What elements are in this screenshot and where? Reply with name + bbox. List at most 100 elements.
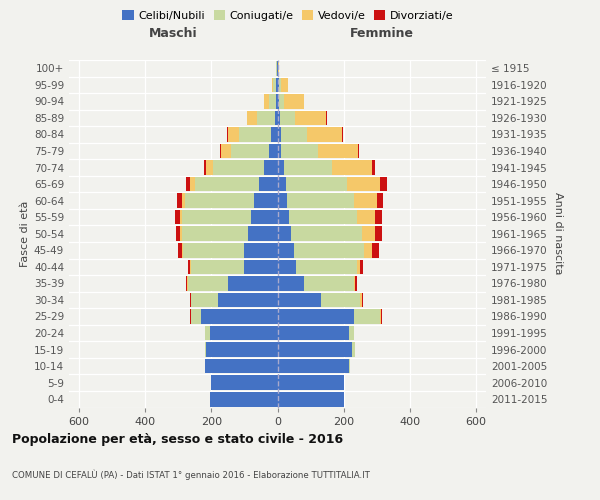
Bar xyxy=(277,260,296,274)
Bar xyxy=(176,226,180,241)
Bar xyxy=(279,94,284,108)
Text: Popolazione per età, sesso e stato civile - 2016: Popolazione per età, sesso e stato civil… xyxy=(12,432,343,446)
Bar xyxy=(175,210,180,224)
Bar xyxy=(280,110,295,125)
Bar xyxy=(211,376,277,390)
Bar xyxy=(269,94,276,108)
Bar xyxy=(247,110,257,125)
Bar xyxy=(287,194,353,208)
Bar xyxy=(186,276,187,290)
Bar xyxy=(277,78,279,92)
Bar xyxy=(277,392,344,406)
Bar xyxy=(213,160,264,175)
Bar xyxy=(353,309,380,324)
Bar xyxy=(259,177,277,192)
Bar xyxy=(180,210,182,224)
Y-axis label: Anni di nascita: Anni di nascita xyxy=(553,192,563,275)
Bar xyxy=(332,160,372,175)
Bar xyxy=(304,276,353,290)
Bar xyxy=(342,127,343,142)
Bar xyxy=(277,276,304,290)
Bar xyxy=(206,342,277,357)
Bar xyxy=(277,177,286,192)
Bar xyxy=(353,194,377,208)
Bar xyxy=(357,210,375,224)
Bar xyxy=(218,292,277,307)
Bar xyxy=(278,61,279,76)
Bar xyxy=(364,243,372,258)
Bar xyxy=(275,110,277,125)
Bar xyxy=(273,78,276,92)
Bar xyxy=(277,342,352,357)
Bar xyxy=(284,160,332,175)
Text: Maschi: Maschi xyxy=(149,27,197,40)
Bar xyxy=(320,292,360,307)
Bar xyxy=(190,177,195,192)
Bar xyxy=(380,177,387,192)
Bar xyxy=(195,177,259,192)
Bar xyxy=(276,61,277,76)
Bar xyxy=(277,194,287,208)
Bar xyxy=(187,177,190,192)
Bar xyxy=(281,78,288,92)
Bar xyxy=(228,127,239,142)
Bar xyxy=(358,144,359,158)
Bar xyxy=(205,326,209,340)
Bar xyxy=(187,276,188,290)
Bar xyxy=(277,309,353,324)
Bar xyxy=(221,144,231,158)
Bar xyxy=(355,276,357,290)
Bar xyxy=(190,309,191,324)
Text: Femmine: Femmine xyxy=(350,27,414,40)
Bar xyxy=(276,78,277,92)
Bar xyxy=(206,160,213,175)
Bar xyxy=(182,243,183,258)
Text: COMUNE DI CEFALÙ (PA) - Dati ISTAT 1° gennaio 2016 - Elaborazione TUTTITALIA.IT: COMUNE DI CEFALÙ (PA) - Dati ISTAT 1° ge… xyxy=(12,469,370,480)
Bar xyxy=(272,78,273,92)
Bar xyxy=(279,78,281,92)
Bar xyxy=(257,110,275,125)
Bar xyxy=(357,260,360,274)
Bar xyxy=(277,210,289,224)
Bar xyxy=(372,243,379,258)
Bar xyxy=(180,226,182,241)
Bar xyxy=(360,260,363,274)
Bar xyxy=(254,194,277,208)
Bar xyxy=(318,144,358,158)
Bar xyxy=(295,110,326,125)
Bar xyxy=(276,94,277,108)
Bar xyxy=(227,127,228,142)
Bar xyxy=(362,292,363,307)
Bar xyxy=(277,376,344,390)
Bar xyxy=(244,243,277,258)
Bar xyxy=(360,292,362,307)
Bar xyxy=(277,243,294,258)
Bar xyxy=(203,160,206,175)
Bar xyxy=(349,326,353,340)
Bar xyxy=(176,194,182,208)
Bar xyxy=(277,292,320,307)
Bar xyxy=(291,226,362,241)
Bar xyxy=(375,226,382,241)
Bar xyxy=(347,177,380,192)
Bar xyxy=(271,127,277,142)
Bar xyxy=(277,127,281,142)
Bar xyxy=(188,260,190,274)
Bar xyxy=(375,210,382,224)
Bar xyxy=(284,94,304,108)
Bar xyxy=(281,144,318,158)
Bar xyxy=(182,194,185,208)
Bar xyxy=(264,94,269,108)
Bar xyxy=(191,309,202,324)
Bar xyxy=(277,94,279,108)
Bar xyxy=(228,276,277,290)
Bar xyxy=(248,226,277,241)
Bar xyxy=(191,292,218,307)
Bar xyxy=(178,243,182,258)
Bar xyxy=(190,260,191,274)
Bar xyxy=(380,309,381,324)
Bar xyxy=(277,226,291,241)
Bar xyxy=(269,144,277,158)
Bar xyxy=(307,127,342,142)
Bar xyxy=(182,210,251,224)
